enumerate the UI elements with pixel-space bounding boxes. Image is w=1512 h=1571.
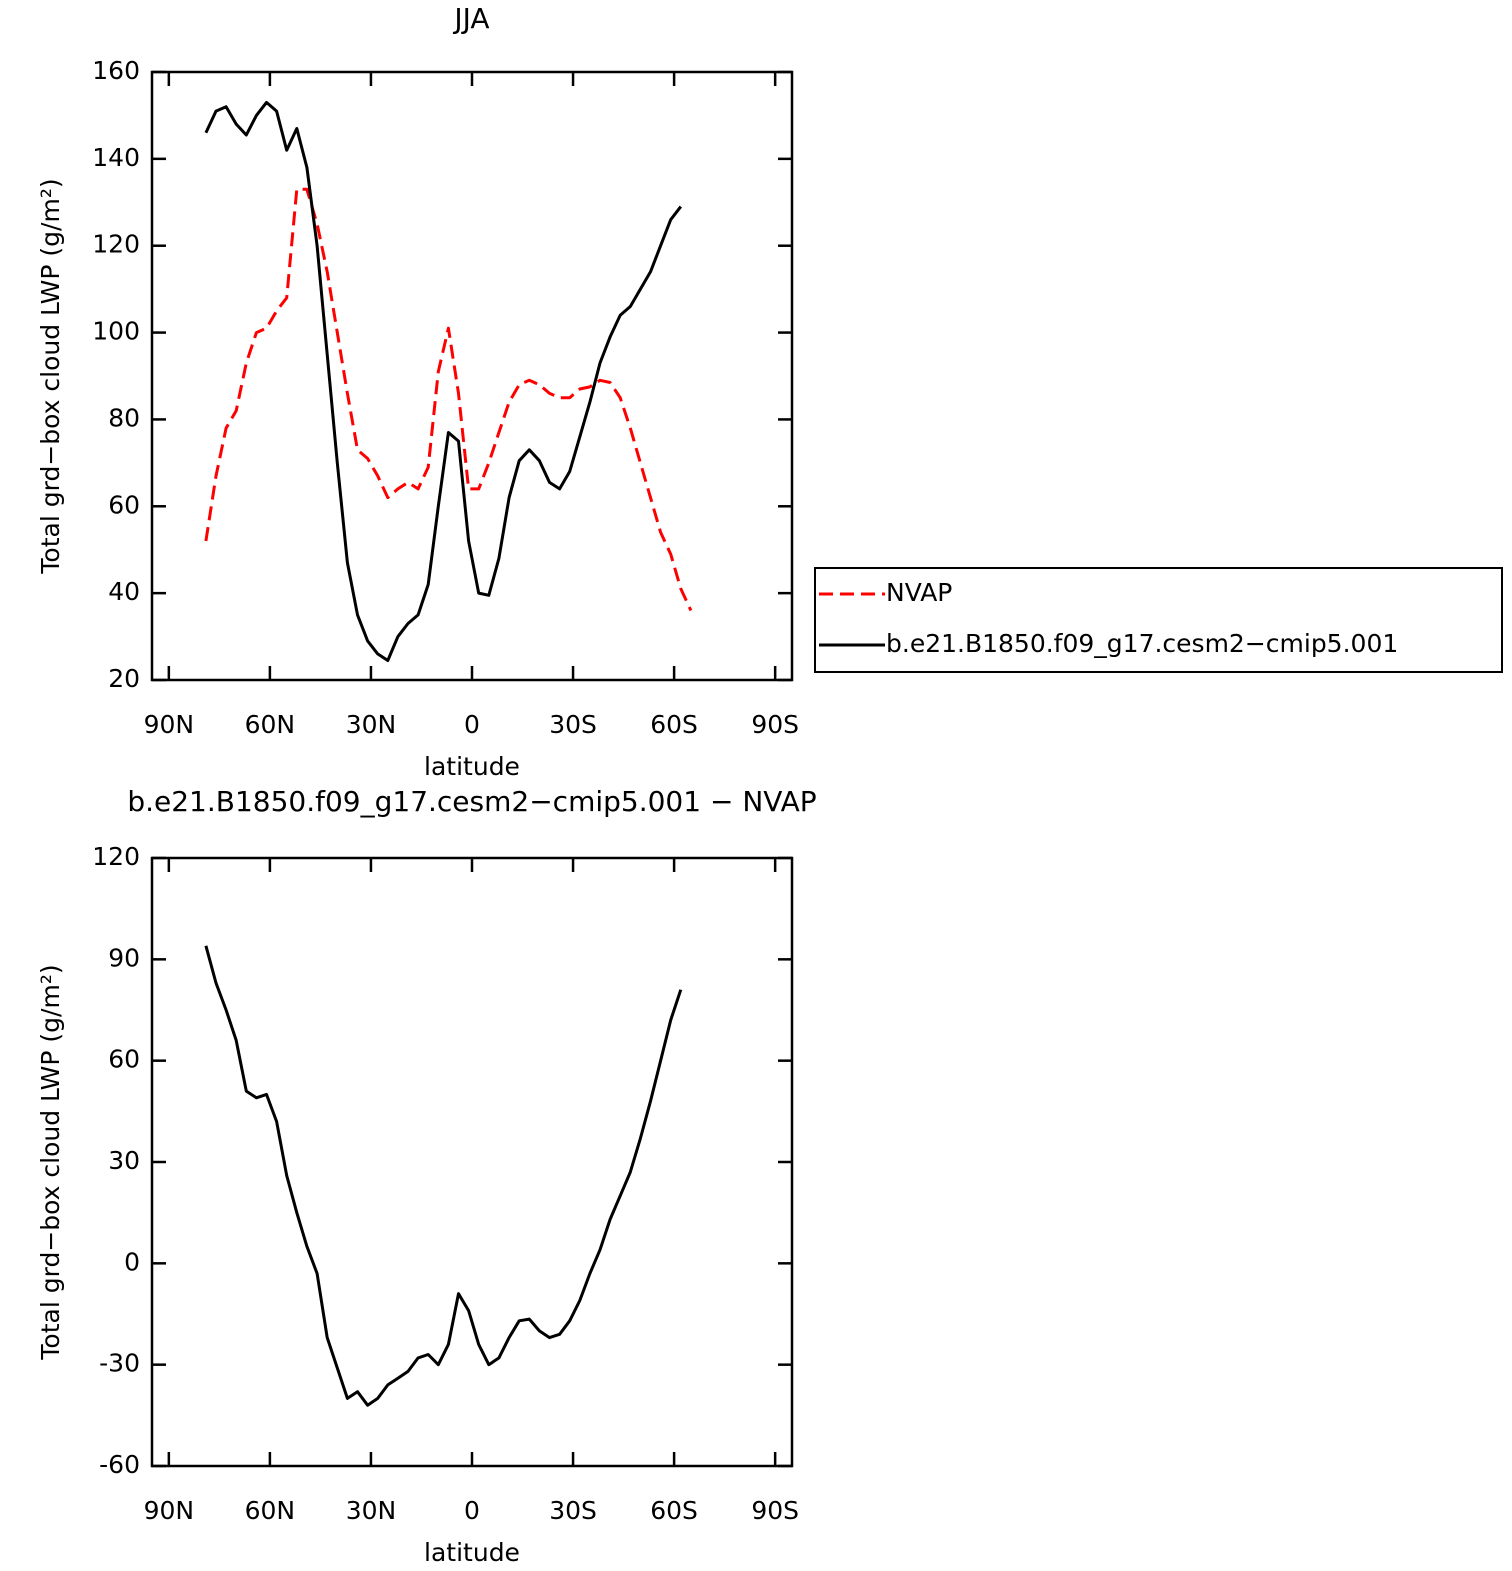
y-tick-label: 20: [108, 664, 140, 693]
y-tick-label: 60: [108, 1045, 140, 1074]
plot-frame: [150, 70, 794, 682]
y-tick-label: 160: [92, 56, 140, 85]
chart-title: b.e21.B1850.f09_g17.cesm2−cmip5.001 − NV…: [127, 785, 816, 818]
x-tick-label: 90S: [751, 1496, 799, 1525]
x-tick-label: 90N: [144, 710, 195, 739]
x-tick-label: 30N: [346, 710, 397, 739]
chart-title: JJA: [452, 2, 489, 35]
x-tick-label: 60N: [245, 710, 296, 739]
y-tick-label: 80: [108, 403, 140, 432]
x-tick-label: 60S: [650, 1496, 698, 1525]
data-line: [204, 187, 693, 612]
x-tick-label: 30S: [549, 710, 597, 739]
y-tick-label: 140: [92, 143, 140, 172]
y-tick-label: -60: [99, 1450, 140, 1479]
x-axis-label: latitude: [424, 1538, 520, 1567]
y-tick-label: 0: [124, 1247, 140, 1276]
y-tick-label: 90: [108, 943, 140, 972]
legend-box: [814, 567, 1503, 673]
data-line: [204, 945, 683, 1407]
x-tick-label: 90S: [751, 710, 799, 739]
y-tick-label: 60: [108, 490, 140, 519]
x-axis-label: latitude: [424, 752, 520, 781]
y-tick-label: 120: [92, 230, 140, 259]
x-tick-label: 60S: [650, 710, 698, 739]
x-tick-label: 60N: [245, 1496, 296, 1525]
y-tick-label: 120: [92, 842, 140, 871]
y-axis-label: Total grd−box cloud LWP (g/m²): [36, 964, 65, 1360]
y-tick-label: 100: [92, 317, 140, 346]
y-tick-label: 40: [108, 577, 140, 606]
y-axis-label: Total grd−box cloud LWP (g/m²): [36, 178, 65, 574]
y-tick-label: 30: [108, 1146, 140, 1175]
legend-label: NVAP: [886, 578, 952, 607]
x-tick-label: 90N: [144, 1496, 195, 1525]
data-line: [204, 100, 682, 662]
x-tick-label: 30S: [549, 1496, 597, 1525]
x-tick-label: 30N: [346, 1496, 397, 1525]
x-tick-label: 0: [464, 710, 480, 739]
legend-label: b.e21.B1850.f09_g17.cesm2−cmip5.001: [886, 629, 1398, 658]
plot-frame: [150, 856, 794, 1468]
x-tick-label: 0: [464, 1496, 480, 1525]
y-tick-label: -30: [99, 1349, 140, 1378]
